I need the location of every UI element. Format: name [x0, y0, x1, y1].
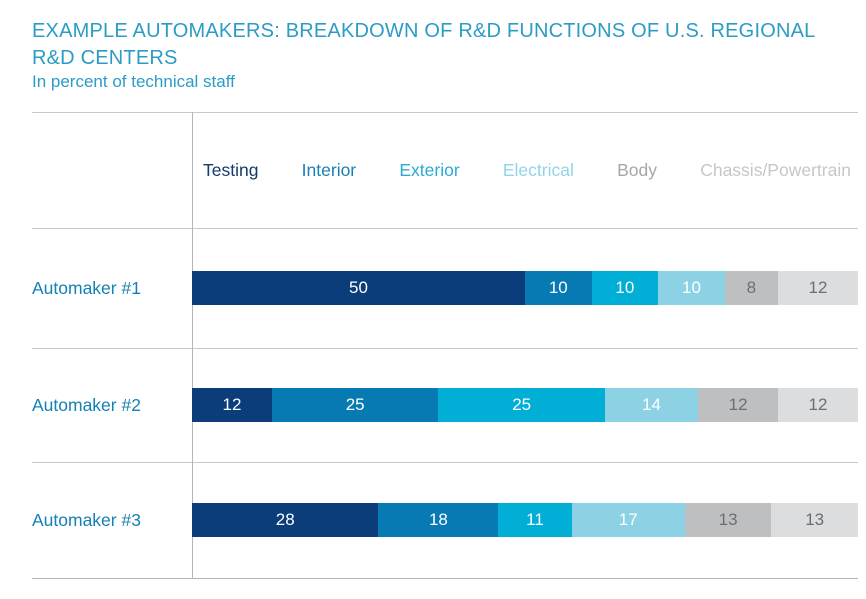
grid-line-top: [32, 112, 858, 113]
bar-segment-automaker-3-electrical: 17: [571, 503, 685, 537]
legend-item-exterior: Exterior: [399, 159, 460, 180]
bar-automaker-2: 12 25 25 14 12 12: [192, 388, 858, 422]
bar-segment-automaker-2-chassis-powertrain: 12: [778, 388, 858, 422]
bar-segment-automaker-3-testing: 28: [192, 503, 379, 537]
bar-segment-automaker-1-electrical: 10: [658, 271, 725, 305]
legend: Testing Interior Exterior Electrical Body Cha…: [192, 112, 858, 228]
bar-segment-automaker-2-interior: 25: [271, 388, 439, 422]
bar-segment-automaker-1-testing: 50: [192, 271, 525, 305]
bar-segment-automaker-1-chassis-powertrain: 12: [778, 271, 858, 305]
bar-segment-automaker-1-body: 8: [724, 271, 779, 305]
grid-line-row1-bottom: [32, 348, 858, 349]
legend-item-electrical: Electrical: [502, 159, 574, 180]
row-label-automaker-1: Automaker #1: [32, 277, 141, 298]
bar-automaker-1: 50 10 10 10 8 12: [192, 271, 858, 305]
bar-segment-automaker-2-testing: 12: [192, 388, 272, 422]
bar-segment-automaker-3-body: 13: [684, 503, 772, 537]
bar-segment-automaker-1-interior: 10: [525, 271, 592, 305]
grid-line-row2-bottom: [32, 462, 858, 463]
bar-segment-automaker-1-exterior: 10: [591, 271, 659, 305]
row-label-automaker-2: Automaker #2: [32, 394, 141, 415]
legend-item-interior: Interior: [301, 159, 357, 180]
legend-item-testing: Testing: [203, 159, 259, 180]
y-axis-line: [192, 112, 193, 578]
bar-segment-automaker-3-exterior: 11: [498, 503, 572, 537]
grid-line-legend-bottom: [32, 228, 858, 229]
bar-segment-automaker-2-body: 12: [698, 388, 779, 422]
bar-automaker-3: 28 18 11 17 13 13: [192, 503, 858, 537]
legend-item-body: Body: [617, 159, 657, 180]
chart-subtitle: In percent of technical staff: [32, 72, 235, 91]
row-label-automaker-3: Automaker #3: [32, 509, 141, 530]
chart-title: EXAMPLE AUTOMAKERS: BREAKDOWN OF R&D FUN…: [32, 20, 815, 69]
grid-line-bottom: [32, 578, 858, 579]
bar-segment-automaker-2-exterior: 25: [438, 388, 605, 422]
bar-segment-automaker-3-chassis-powertrain: 13: [771, 503, 858, 537]
bar-segment-automaker-3-interior: 18: [378, 503, 499, 537]
bar-segment-automaker-2-electrical: 14: [604, 388, 699, 422]
legend-item-chassis-powertrain: Chassis/Powertrain: [700, 159, 851, 180]
